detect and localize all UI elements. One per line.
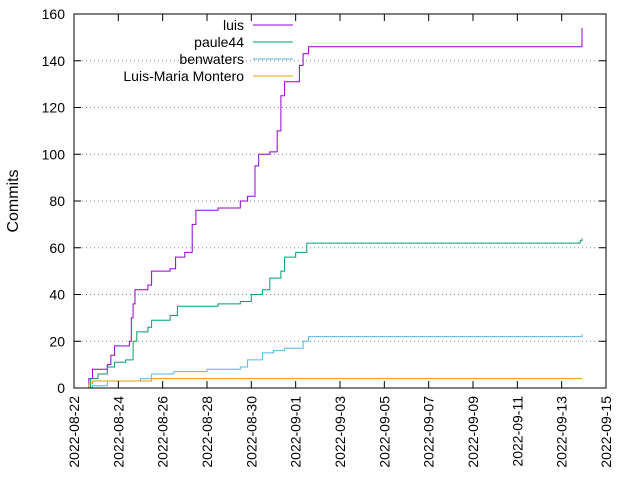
y-tick-label: 20 [49,333,65,349]
y-tick-label: 40 [49,287,65,303]
x-tick-label: 2022-09-15 [598,396,614,468]
series-line-luis [85,28,583,389]
x-tick-label: 2022-09-05 [376,396,392,468]
x-tick-label: 2022-09-09 [465,396,481,468]
legend-label: paule44 [194,34,244,50]
series-line-paule44 [85,238,583,389]
series-lines [85,28,583,389]
y-tick-label: 80 [49,193,65,209]
x-tick-label: 2022-09-11 [509,396,525,467]
legend-label: Luis-Maria Montero [123,68,244,84]
x-tick-label: 2022-08-28 [199,396,215,468]
series-line-benwaters [85,334,583,389]
x-tick-label: 2022-09-01 [288,396,304,468]
x-tick-label: 2022-09-07 [421,396,437,468]
x-tick-label: 2022-08-26 [155,396,171,468]
y-tick-label: 100 [42,146,66,162]
y-tick-label: 0 [57,380,65,396]
grid-lines [74,60,606,342]
legend-label: luis [223,17,244,33]
x-tick-label: 2022-09-13 [554,396,570,468]
y-tick-label: 160 [42,6,66,22]
x-tick-label: 2022-09-03 [332,396,348,468]
x-tick-label: 2022-08-24 [110,396,126,468]
x-tick-label: 2022-08-30 [243,396,259,468]
legend-label: benwaters [179,51,244,67]
y-axis-label: Commits [5,169,22,232]
y-tick-label: 140 [42,53,66,69]
series-line-luis-maria-montero [85,378,582,389]
x-tick-label: 2022-08-22 [66,396,82,468]
axis-ticks: 0 20 40 60 80 100 120 140 160 2022-08-22 2022-08-2… [42,6,614,468]
y-tick-label: 120 [42,100,66,116]
y-tick-label: 60 [49,240,65,256]
